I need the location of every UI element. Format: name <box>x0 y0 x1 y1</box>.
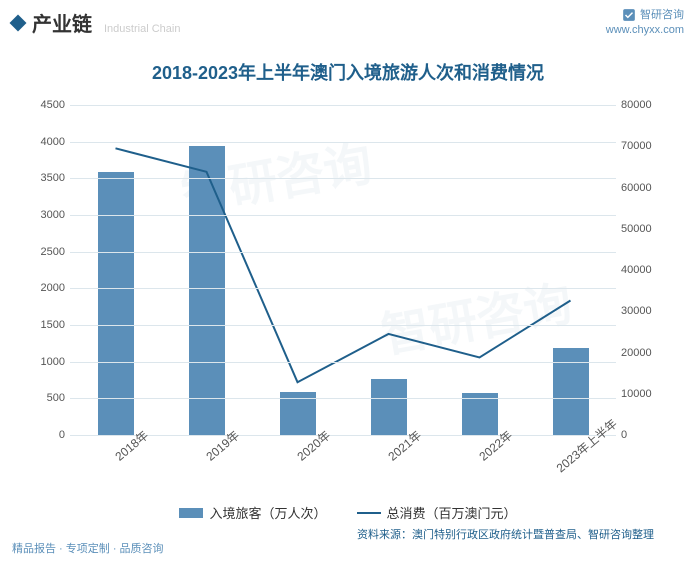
x-axis-labels: 2018年2019年2020年2021年2022年2023年上半年 <box>70 439 616 499</box>
grid-line <box>70 398 616 399</box>
legend-bar-item: 入境旅客（万人次） <box>179 503 326 522</box>
y-right-tick: 80000 <box>621 99 666 111</box>
header-title: 产业链 <box>32 8 92 37</box>
y-right-tick: 30000 <box>621 305 666 317</box>
legend-line-label: 总消费（百万澳门元） <box>387 503 517 522</box>
grid-line <box>70 178 616 179</box>
y-right-tick: 50000 <box>621 223 666 235</box>
y-left-tick: 0 <box>30 429 65 441</box>
grid-line <box>70 252 616 253</box>
grid-line <box>70 325 616 326</box>
y-left-tick: 3000 <box>30 209 65 221</box>
legend: 入境旅客（万人次） 总消费（百万澳门元） <box>30 503 666 522</box>
y-left-tick: 1500 <box>30 319 65 331</box>
brand-website: www.chyxx.com <box>606 23 684 37</box>
legend-bar-swatch <box>179 508 203 518</box>
brand-name: 智研咨询 <box>640 8 684 22</box>
y-right-tick: 70000 <box>621 140 666 152</box>
y-left-tick: 4500 <box>30 99 65 111</box>
grid-line <box>70 215 616 216</box>
y-right-tick: 40000 <box>621 264 666 276</box>
grid-line <box>70 105 616 106</box>
chart-container: 2018-2023年上半年澳门入境旅游人次和消费情况 0500100015002… <box>0 41 696 542</box>
legend-bar-label: 入境旅客（万人次） <box>209 503 326 522</box>
y-left-tick: 2500 <box>30 246 65 258</box>
y-left-tick: 2000 <box>30 282 65 294</box>
footer-text: 精品报告 · 专项定制 · 品质咨询 <box>12 540 164 556</box>
line-layer <box>70 105 616 435</box>
y-left-tick: 500 <box>30 392 65 404</box>
y-left-tick: 1000 <box>30 356 65 368</box>
header-right: 智研咨询 www.chyxx.com <box>606 8 684 37</box>
y-right-tick: 20000 <box>621 347 666 359</box>
grid-line <box>70 142 616 143</box>
line-series <box>116 148 571 382</box>
legend-line-swatch <box>357 512 381 514</box>
grid-line <box>70 288 616 289</box>
y-left-tick: 4000 <box>30 136 65 148</box>
legend-line-item: 总消费（百万澳门元） <box>357 503 517 522</box>
chart-title: 2018-2023年上半年澳门入境旅游人次和消费情况 <box>30 59 666 85</box>
grid-line <box>70 435 616 436</box>
header-left: 产业链 Industrial Chain <box>12 8 180 37</box>
y-right-tick: 0 <box>621 429 666 441</box>
header: 产业链 Industrial Chain 智研咨询 www.chyxx.com <box>0 0 696 41</box>
plot-area: 0500100015002000250030003500400045000100… <box>70 105 616 435</box>
y-right-tick: 60000 <box>621 182 666 194</box>
header-subtitle: Industrial Chain <box>104 23 180 37</box>
diamond-icon <box>10 14 27 31</box>
y-left-tick: 3500 <box>30 172 65 184</box>
y-right-tick: 10000 <box>621 388 666 400</box>
grid-line <box>70 362 616 363</box>
brand-logo-icon <box>622 8 636 22</box>
